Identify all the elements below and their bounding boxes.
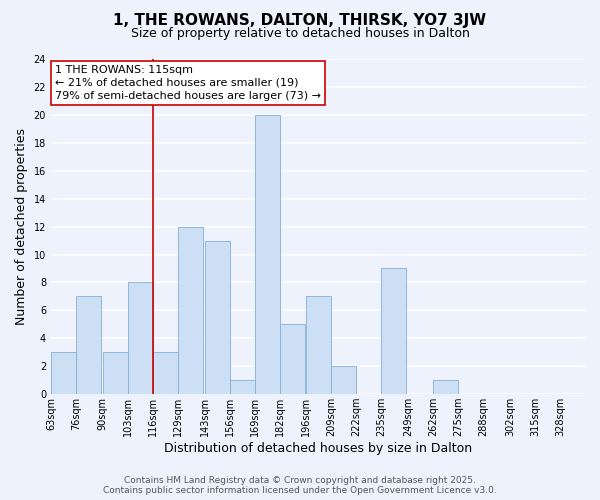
Text: 1 THE ROWANS: 115sqm
← 21% of detached houses are smaller (19)
79% of semi-detac: 1 THE ROWANS: 115sqm ← 21% of detached h… <box>55 64 321 101</box>
Y-axis label: Number of detached properties: Number of detached properties <box>15 128 28 325</box>
Bar <box>205 240 230 394</box>
Bar <box>128 282 153 394</box>
Bar <box>51 352 76 394</box>
Bar <box>280 324 305 394</box>
Bar <box>103 352 128 394</box>
Bar <box>178 226 203 394</box>
X-axis label: Distribution of detached houses by size in Dalton: Distribution of detached houses by size … <box>164 442 472 455</box>
Text: 1, THE ROWANS, DALTON, THIRSK, YO7 3JW: 1, THE ROWANS, DALTON, THIRSK, YO7 3JW <box>113 12 487 28</box>
Text: Size of property relative to detached houses in Dalton: Size of property relative to detached ho… <box>131 28 469 40</box>
Bar <box>76 296 101 394</box>
Bar <box>307 296 331 394</box>
Bar <box>331 366 356 394</box>
Bar <box>382 268 406 394</box>
Bar <box>433 380 458 394</box>
Bar <box>254 115 280 394</box>
Text: Contains HM Land Registry data © Crown copyright and database right 2025.
Contai: Contains HM Land Registry data © Crown c… <box>103 476 497 495</box>
Bar <box>230 380 254 394</box>
Bar <box>153 352 178 394</box>
